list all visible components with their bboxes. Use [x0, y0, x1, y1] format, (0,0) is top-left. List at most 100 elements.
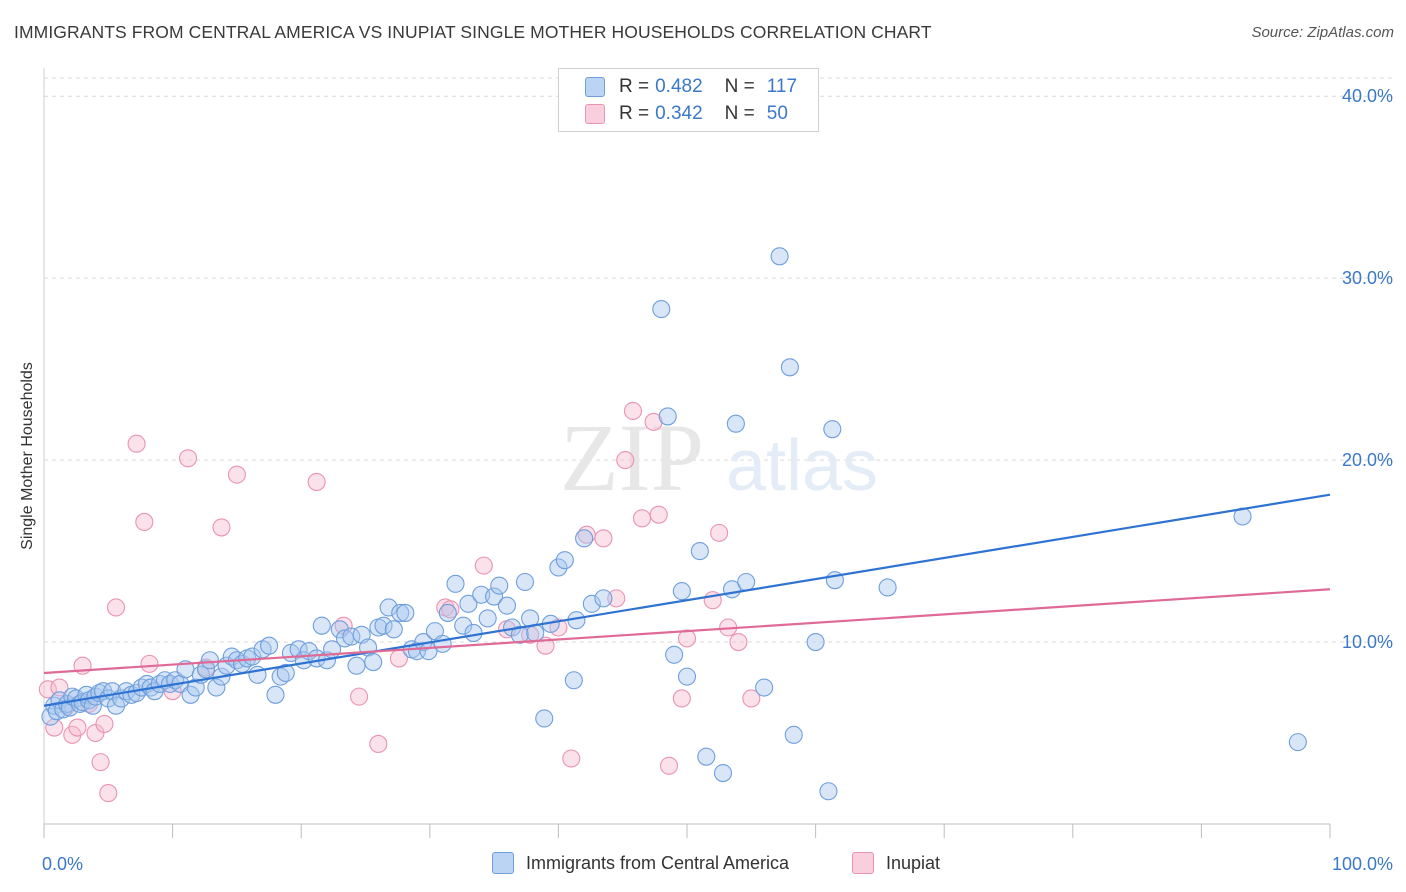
y-tick-label: 20.0%: [1342, 450, 1393, 470]
inupiat-point: [710, 523, 729, 542]
central-america-point: [770, 247, 789, 266]
central-america-point: [478, 609, 497, 628]
central-america-point: [697, 747, 716, 766]
central-america-point: [582, 594, 601, 613]
stats-legend: R = 0.482 N = 117 R = 0.342 N = 50: [558, 68, 819, 132]
central-america-point: [243, 647, 262, 666]
inupiat-point: [227, 465, 246, 484]
central-america-point: [755, 678, 774, 697]
watermark-atlas: atlas: [726, 426, 878, 506]
inupiat-point: [659, 756, 679, 775]
inupiat-point: [632, 509, 652, 528]
central-america-points: [41, 247, 1307, 801]
inupiat-point: [38, 680, 57, 699]
central-america-point: [510, 625, 529, 644]
central-america-point: [878, 578, 897, 597]
inupiat-point: [178, 449, 198, 468]
inupiat-point: [135, 512, 154, 532]
inupiat-point: [91, 753, 110, 772]
central-america-point: [497, 596, 517, 615]
y-tick-label: 10.0%: [1342, 632, 1393, 652]
central-america-point: [391, 603, 410, 622]
central-america-point: [564, 671, 583, 690]
central-america-point: [690, 542, 709, 561]
central-america-point: [819, 782, 838, 801]
series-legend-central-america: Immigrants from Central America: [492, 852, 789, 874]
central-america-point: [677, 667, 697, 686]
inupiat-point: [68, 718, 87, 737]
central-america-point: [312, 616, 331, 635]
trend-lines: [43, 493, 1331, 707]
grid-lines: [44, 77, 1392, 643]
inupiat-point: [50, 678, 69, 697]
inupiat-point: [127, 434, 146, 453]
inupiat-point: [474, 556, 493, 575]
central-america-point: [665, 645, 684, 664]
central-america-point: [459, 594, 478, 613]
inupiat-point: [649, 505, 668, 524]
central-america-point: [672, 582, 691, 601]
inupiat-point: [140, 654, 159, 673]
central-america-point: [259, 636, 279, 655]
inupiat-point: [594, 529, 613, 548]
central-america-point: [784, 725, 803, 744]
series-swatch-pink: [852, 852, 874, 874]
central-america-point: [200, 651, 219, 670]
legend-r-value: 0.482: [655, 76, 703, 97]
watermark-zip: ZIP: [560, 404, 704, 511]
inupiat-point: [212, 518, 231, 537]
inupiat-points: [38, 401, 761, 803]
central-america-point: [433, 634, 452, 653]
x-tick-label: 0.0%: [42, 854, 83, 874]
inupiat-point: [672, 689, 691, 708]
central-america-point: [446, 574, 465, 593]
inupiat-point: [95, 714, 114, 733]
central-america-point: [549, 558, 568, 577]
y-tick-label: 40.0%: [1342, 86, 1393, 106]
axes: [43, 68, 1331, 838]
central-america-point: [806, 632, 825, 652]
inupiat-point: [677, 629, 697, 648]
inupiat-point: [562, 749, 581, 768]
central-america-point: [396, 603, 415, 622]
central-america-point: [384, 620, 403, 639]
central-america-point: [330, 620, 349, 639]
central-america-point: [464, 623, 483, 643]
central-america-point: [737, 572, 756, 592]
inupiat-point: [350, 687, 369, 706]
legend-n-label: N =: [724, 103, 755, 124]
central-america-point: [379, 598, 398, 617]
central-america-point: [823, 420, 842, 439]
legend-r-label: R =: [619, 76, 650, 97]
inupiat-point: [607, 589, 626, 608]
series-legend: Immigrants from Central America Inupiat: [0, 852, 1406, 878]
central-america-point: [555, 551, 574, 570]
central-america-point: [780, 358, 799, 377]
y-tick-label: 30.0%: [1342, 268, 1393, 288]
central-america-point: [535, 709, 554, 728]
series-swatch-blue: [492, 852, 514, 874]
legend-r-label: R =: [619, 103, 650, 124]
inupiat-point: [616, 451, 635, 470]
central-america-point: [454, 616, 473, 635]
inupiat-point: [742, 689, 761, 708]
central-america-point: [374, 616, 393, 635]
legend-swatch-pink: [585, 104, 605, 124]
central-america-point: [364, 653, 383, 672]
source-note: Source: ZipAtlas.com: [1251, 24, 1394, 41]
watermark: ZIP atlas: [560, 404, 878, 511]
series-legend-label: Inupiat: [886, 852, 941, 873]
legend-swatch-blue: [585, 77, 605, 97]
central-america-point: [594, 589, 613, 608]
inupiat-point: [623, 401, 643, 421]
central-america-point: [490, 576, 509, 595]
inupiat-point: [644, 412, 663, 431]
legend-n-value: 117: [766, 76, 798, 97]
inupiat-trendline: [43, 588, 1331, 675]
inupiat-point: [729, 632, 748, 652]
central-america-point: [713, 764, 733, 783]
legend-n-label: N =: [724, 76, 755, 97]
legend-row-central-america: R = 0.482 N = 117: [585, 74, 797, 100]
legend-row-inupiat: R = 0.342 N = 50: [585, 101, 788, 127]
central-america-trendline: [43, 493, 1331, 707]
